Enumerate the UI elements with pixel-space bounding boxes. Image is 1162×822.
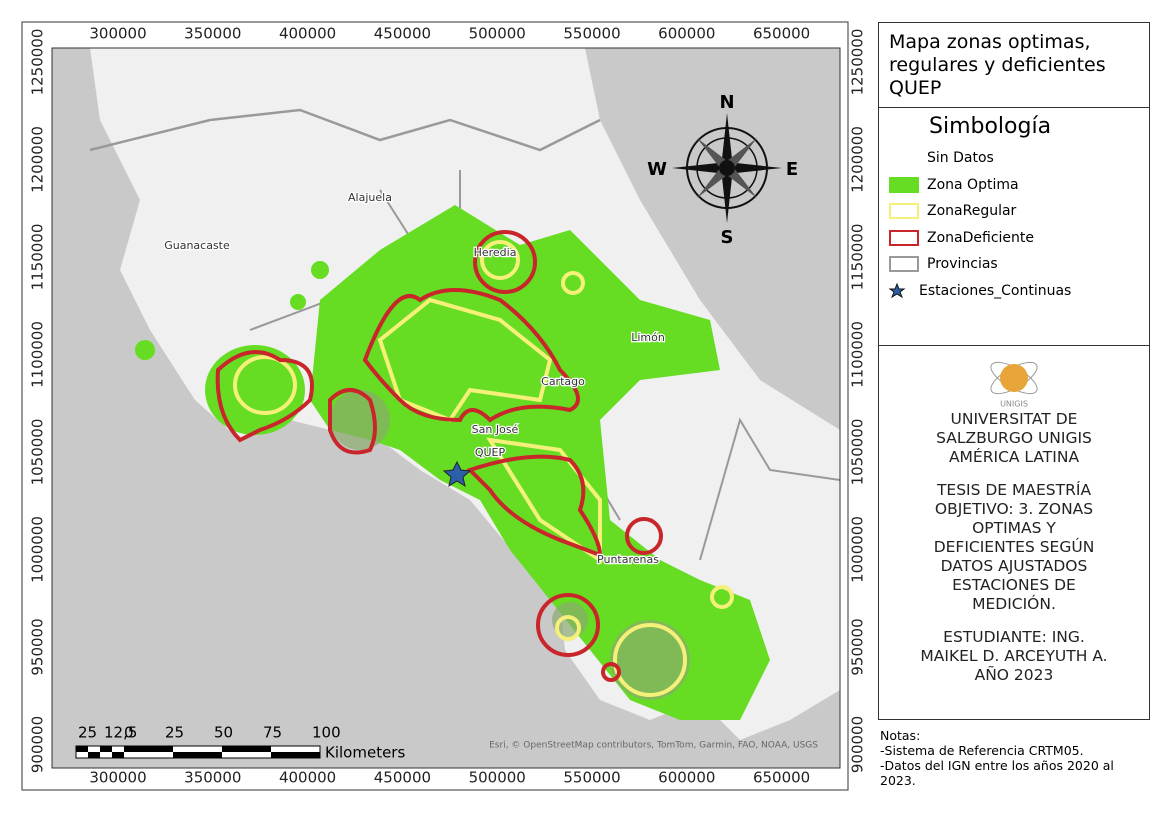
- scale-bar: [75, 745, 321, 759]
- scale-label: 25: [78, 724, 97, 742]
- legend: Simbología Sin Datos Zona Optima ZonaRegul…: [879, 108, 1149, 346]
- station: [442, 460, 472, 488]
- x-tick-bottom: 550000: [563, 769, 620, 787]
- scale-label: 12,5: [104, 724, 137, 742]
- place-label: Alajuela: [348, 191, 392, 204]
- legend-swatch: [888, 282, 911, 299]
- x-tick-bottom: 300000: [89, 769, 146, 787]
- y-tick-left: 1250000: [29, 29, 47, 96]
- logo-text: UNIGIS: [1000, 400, 1028, 409]
- legend-item: Sin Datos: [889, 145, 1139, 172]
- x-tick-top: 650000: [753, 25, 810, 43]
- y-tick-left: 1200000: [29, 126, 47, 193]
- legend-item: Zona Optima: [889, 172, 1139, 199]
- y-tick-left: 900000: [29, 716, 47, 773]
- compass-w: W: [647, 159, 667, 180]
- x-tick-bottom: 500000: [469, 769, 526, 787]
- place-label: San José: [472, 423, 519, 436]
- zona-regular: [233, 240, 734, 697]
- attribution: Esri, © OpenStreetMap contributors, TomT…: [489, 741, 818, 751]
- legend-item: Provincias: [889, 251, 1139, 278]
- y-tick-right: 1250000: [849, 29, 867, 96]
- scale-unit: Kilometers: [325, 744, 405, 762]
- legend-label: Sin Datos: [927, 150, 994, 167]
- legend-swatch: [889, 150, 919, 166]
- compass-rose: [672, 113, 782, 223]
- place-label: Puntarenas: [597, 553, 659, 566]
- legend-swatch: [889, 203, 919, 220]
- basemap: [52, 48, 840, 768]
- student: ESTUDIANTE: ING. MAIKEL D. ARCEYUTH A. A…: [920, 628, 1108, 684]
- y-tick-left: 1150000: [29, 224, 47, 291]
- legend-label: Estaciones_Continuas: [919, 282, 1072, 299]
- notes: Notas: -Sistema de Referencia CRTM05. -Dat…: [880, 728, 1150, 788]
- y-tick-right: 1100000: [849, 321, 867, 388]
- legend-title: Simbología: [929, 114, 1052, 139]
- y-tick-right: 1150000: [849, 224, 867, 291]
- x-tick-bottom: 600000: [658, 769, 715, 787]
- y-tick-left: 1100000: [29, 321, 47, 388]
- place-label: Cartago: [541, 375, 585, 388]
- note: Notas:: [880, 728, 921, 743]
- x-tick-top: 350000: [184, 25, 241, 43]
- x-tick-top: 400000: [279, 25, 336, 43]
- legend-label: Provincias: [927, 256, 998, 273]
- logo: UNIGIS: [990, 361, 1038, 409]
- compass-e: E: [786, 159, 798, 180]
- institution: UNIVERSITAT DE SALZBURGO UNIGIS AMÉRICA …: [936, 410, 1092, 466]
- compass-s: S: [721, 227, 734, 248]
- side-panel: Mapa zonas optimas, regulares y deficien…: [878, 22, 1150, 720]
- scale-label: 0: [124, 724, 134, 742]
- y-tick-right: 1000000: [849, 516, 867, 583]
- legend-item: ZonaRegular: [889, 198, 1139, 225]
- map-border: [51, 47, 841, 769]
- legend-label: ZonaRegular: [927, 203, 1017, 220]
- zona-optima: [135, 205, 770, 720]
- place-label: Guanacaste: [164, 239, 230, 252]
- scale-label: 75: [263, 724, 282, 742]
- legend-swatch: [889, 176, 919, 193]
- y-tick-right: 900000: [849, 716, 867, 773]
- x-tick-bottom: 350000: [184, 769, 241, 787]
- y-tick-left: 1050000: [29, 419, 47, 486]
- place-label: Heredia: [474, 246, 517, 259]
- y-tick-right: 1050000: [849, 419, 867, 486]
- place-label: QUEP: [475, 446, 506, 459]
- x-tick-top: 600000: [658, 25, 715, 43]
- y-tick-right: 1200000: [849, 126, 867, 193]
- map-title: Mapa zonas optimas, regulares y deficien…: [879, 23, 1149, 108]
- legend-item: ZonaDeficiente: [889, 225, 1139, 252]
- scale-label: 25: [165, 724, 184, 742]
- y-tick-left: 1000000: [29, 516, 47, 583]
- x-tick-top: 450000: [374, 25, 431, 43]
- x-tick-bottom: 650000: [753, 769, 810, 787]
- note: -Sistema de Referencia CRTM05.: [880, 743, 1084, 758]
- y-tick-left: 950000: [29, 618, 47, 675]
- info: UNIGIS UNIVERSITAT DE SALZBURGO UNIGIS A…: [879, 350, 1149, 685]
- legend-item: Estaciones_Continuas: [888, 278, 1139, 305]
- legend-label: Zona Optima: [927, 176, 1019, 193]
- place-label: Limón: [631, 331, 665, 344]
- legend-swatch: [889, 229, 919, 246]
- scale-label: 50: [214, 724, 233, 742]
- legend-swatch: [889, 256, 919, 273]
- zona-deficiente: [215, 230, 663, 682]
- thesis: TESIS DE MAESTRÍA OBJETIVO: 3. ZONAS OPT…: [933, 481, 1095, 613]
- x-tick-top: 300000: [89, 25, 146, 43]
- x-tick-top: 550000: [563, 25, 620, 43]
- compass-n: N: [719, 92, 734, 113]
- note: -Datos del IGN entre los años 2020 al 20…: [880, 758, 1114, 788]
- x-tick-top: 500000: [469, 25, 526, 43]
- map: Kilometers Esri, © OpenStreetMap contrib…: [21, 21, 867, 791]
- legend-label: ZonaDeficiente: [927, 229, 1034, 246]
- y-tick-right: 950000: [849, 618, 867, 675]
- scale-label: 100: [312, 724, 341, 742]
- x-tick-bottom: 450000: [374, 769, 431, 787]
- x-tick-bottom: 400000: [279, 769, 336, 787]
